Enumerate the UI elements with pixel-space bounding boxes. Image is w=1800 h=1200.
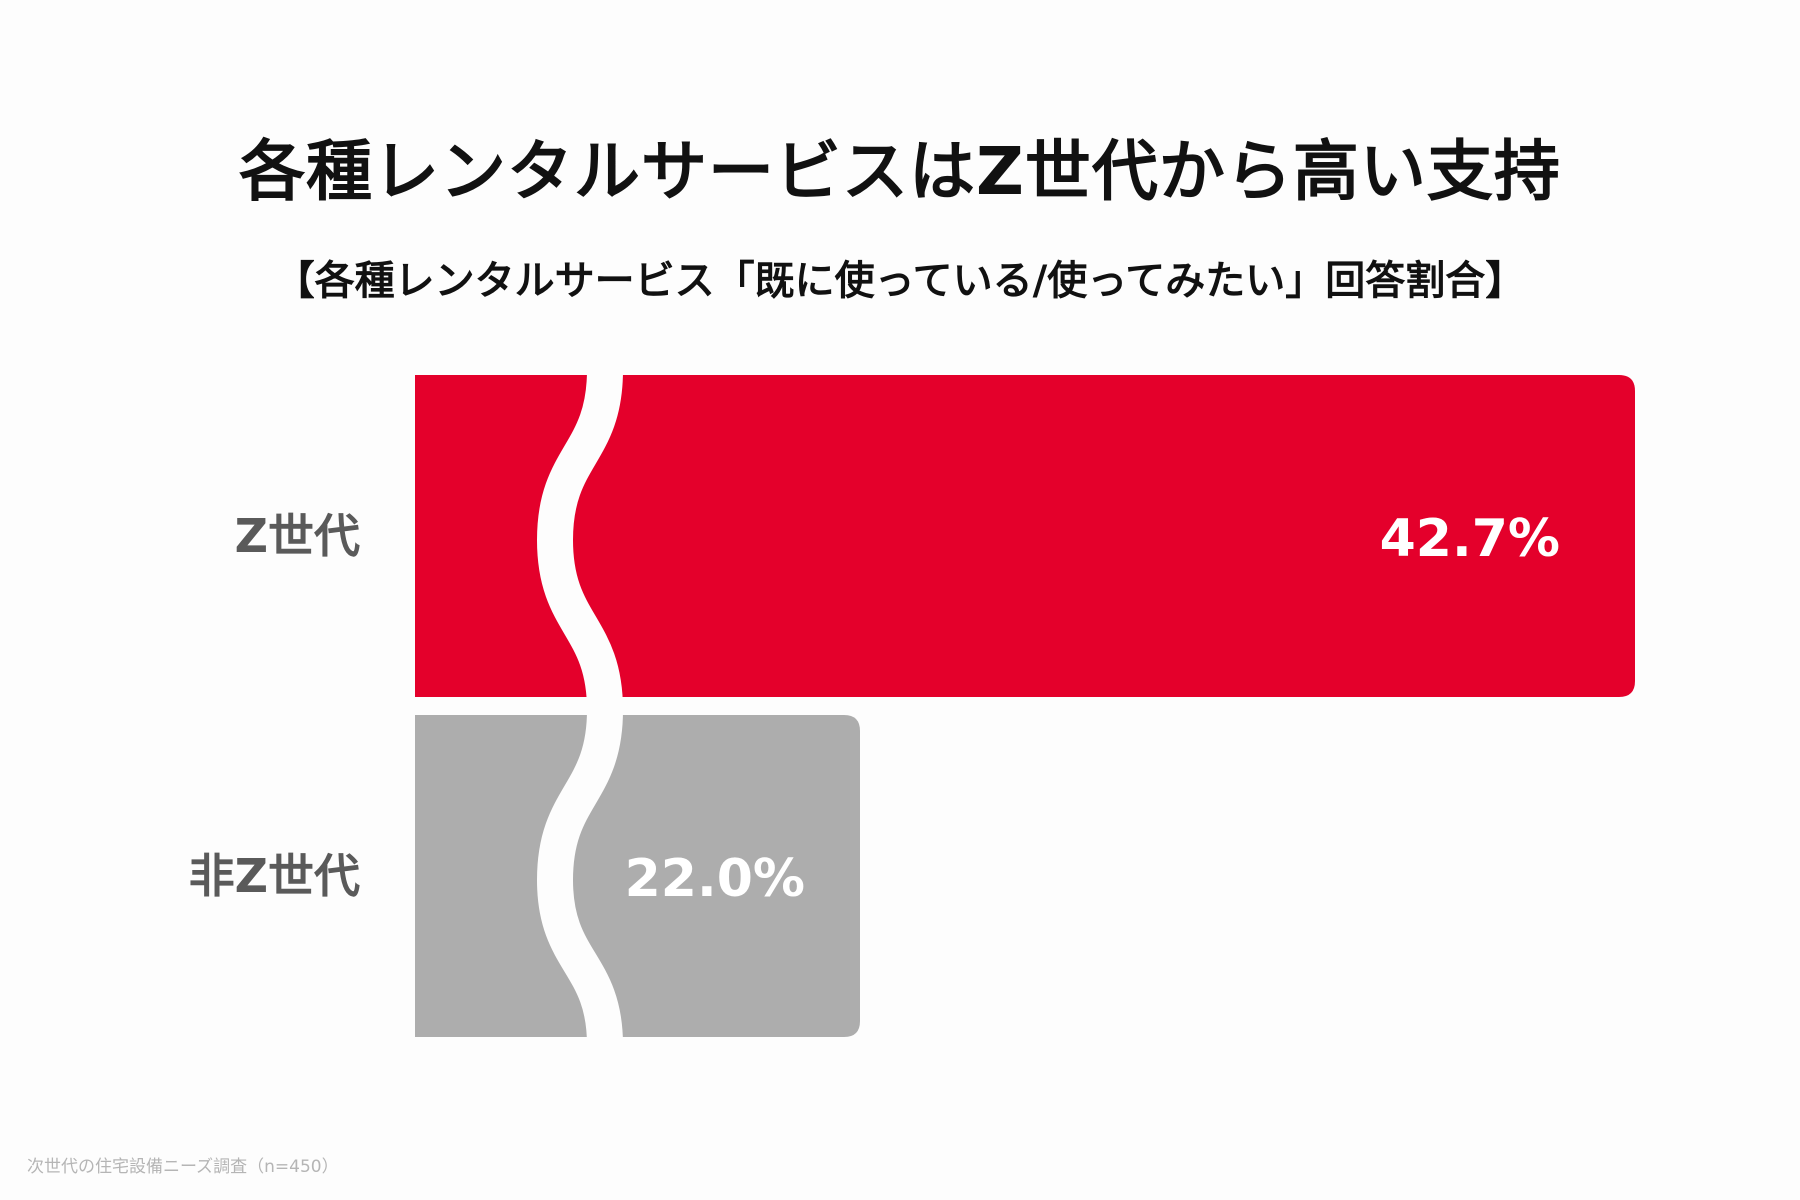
value-label-non-z-generation: 22.0% (625, 849, 805, 909)
chart-subtitle: 【各種レンタルサービス「既に使っている/使ってみたい」回答割合】 (274, 258, 1526, 304)
bar-non-z-generation (415, 715, 860, 1037)
value-label-z-generation: 42.7% (1380, 509, 1560, 569)
category-label-z-generation: Z世代 (235, 509, 360, 563)
source-note: 次世代の住宅設備ニーズ調査（n=450） (27, 1157, 339, 1177)
bar-z-generation (415, 375, 1635, 697)
chart-title: 各種レンタルサービスはZ世代から高い支持 (239, 133, 1561, 210)
axis-break-wave (536, 369, 624, 1046)
category-label-non-z-generation: 非Z世代 (189, 849, 360, 903)
